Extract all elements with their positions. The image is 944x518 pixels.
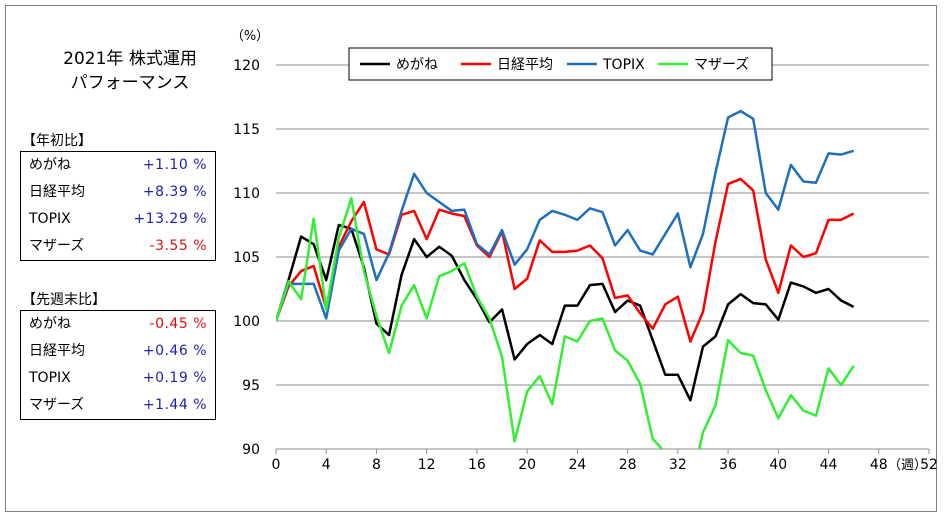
wow-row-name: 日経平均 (29, 343, 85, 359)
wow-header: 【先週末比】 (22, 292, 106, 308)
series-line (276, 109, 855, 322)
y-tick-label: 105 (233, 250, 260, 266)
wow-row-value: +1.44 % (142, 397, 207, 413)
wow-row-name: TOPIX (29, 370, 71, 386)
legend-label: 日経平均 (497, 57, 553, 73)
y-axis-unit-label: （%） (231, 29, 269, 44)
x-tick-label: 8 (372, 457, 381, 473)
wow-row: TOPIX +0.19 % (21, 365, 215, 392)
ytd-row: マザーズ -3.55 % (21, 233, 215, 260)
ytd-row-value: +1.10 % (142, 157, 207, 173)
series-line (276, 196, 855, 449)
x-tick-label: 20 (518, 457, 536, 473)
x-tick-label: 52 (920, 457, 938, 473)
legend-box (348, 47, 773, 81)
series-group (276, 109, 855, 449)
legend-label: めがね (396, 57, 438, 73)
x-tick-label: 12 (418, 457, 436, 473)
ytd-row-name: 日経平均 (29, 184, 85, 200)
x-tick-label: 40 (769, 457, 787, 473)
wow-row-name: めがね (29, 316, 71, 332)
y-tick-label: 110 (233, 186, 260, 202)
ytd-header: 【年初比】 (22, 133, 92, 149)
x-tick-label: 4 (322, 457, 331, 473)
y-tick-label: 115 (233, 122, 260, 138)
page-title-line2: パフォーマンス (70, 73, 190, 93)
ytd-row-value: +13.29 % (133, 211, 207, 227)
wow-row-name: マザーズ (29, 397, 85, 413)
x-tick-label: 28 (619, 457, 637, 473)
legend-label: マザーズ (694, 57, 749, 73)
wow-row: マザーズ +1.44 % (21, 392, 215, 419)
x-tick-label: 48 (870, 457, 888, 473)
y-tick-label: 120 (233, 58, 260, 74)
y-tick-label: 90 (242, 442, 260, 458)
ytd-row-value: +8.39 % (142, 184, 207, 200)
wow-table: めがね -0.45 % 日経平均 +0.46 % TOPIX +0.19 % マ… (20, 310, 216, 420)
wow-row-value: +0.19 % (142, 370, 207, 386)
wow-row-value: -0.45 % (149, 316, 207, 332)
x-tick-label: 24 (568, 457, 586, 473)
x-tick-label: 16 (468, 457, 486, 473)
wow-row: めがね -0.45 % (21, 311, 215, 338)
ytd-row-name: めがね (29, 157, 71, 173)
ytd-table: めがね +1.10 % 日経平均 +8.39 % TOPIX +13.29 % … (20, 151, 216, 261)
y-tick-label: 100 (233, 314, 260, 330)
x-tick-label: 32 (669, 457, 687, 473)
legend-label: TOPIX (602, 57, 645, 73)
ytd-row: TOPIX +13.29 % (21, 206, 215, 233)
ytd-row-name: マザーズ (29, 238, 85, 254)
wow-row-value: +0.46 % (142, 343, 207, 359)
ytd-row-value: -3.55 % (149, 238, 207, 254)
ytd-row: めがね +1.10 % (21, 152, 215, 179)
wow-row: 日経平均 +0.46 % (21, 338, 215, 365)
x-axis-unit-label: （週） (888, 458, 927, 473)
page-title-line1: 2021年 株式運用 (63, 49, 197, 69)
chart-frame (5, 5, 937, 512)
x-tick-label: 36 (719, 457, 737, 473)
y-tick-label: 95 (242, 378, 260, 394)
ytd-row-name: TOPIX (29, 211, 71, 227)
ytd-row: 日経平均 +8.39 % (21, 179, 215, 206)
series-line (276, 177, 855, 343)
x-tick-label: 0 (272, 457, 281, 473)
x-tick-label: 44 (820, 457, 838, 473)
